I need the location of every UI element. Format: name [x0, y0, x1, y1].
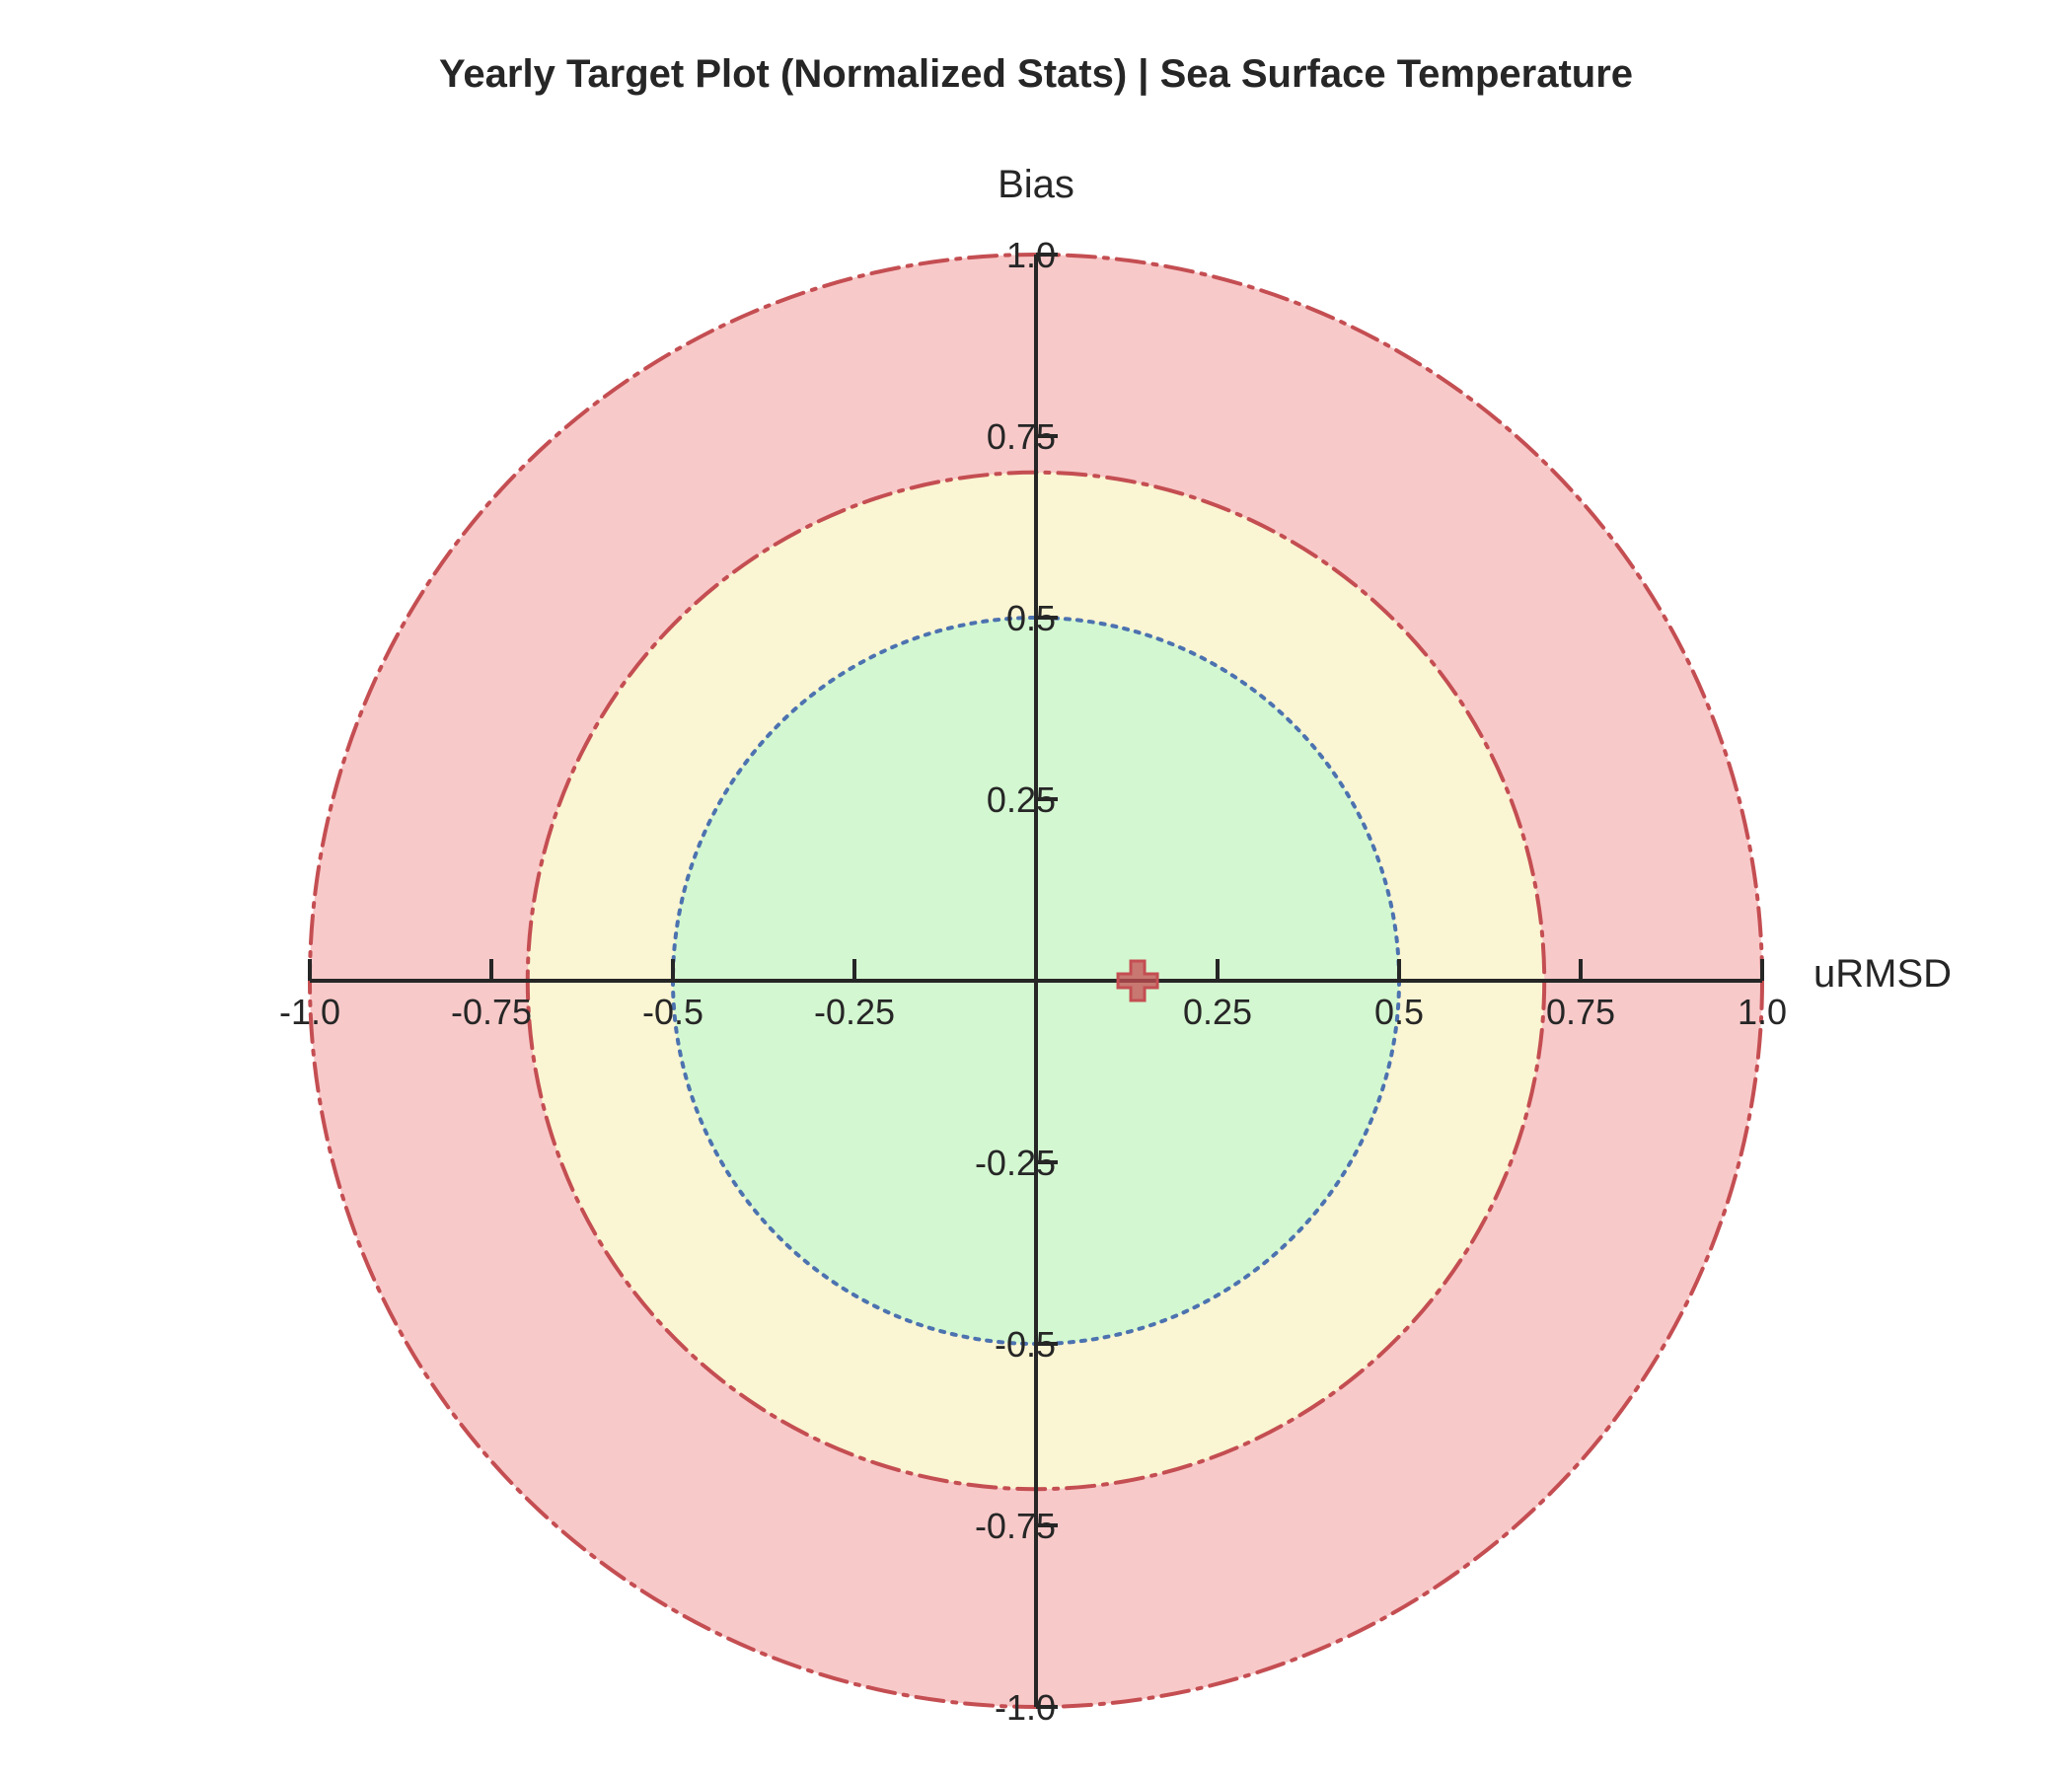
y-axis-label: Bias: [998, 163, 1074, 206]
x-axis-label: uRMSD: [1813, 952, 1952, 996]
x-tick-label: 0.75: [1546, 992, 1615, 1032]
data-points: [1116, 959, 1159, 1002]
x-tick-label: 0.25: [1183, 992, 1252, 1032]
x-tick-label: -0.75: [451, 992, 532, 1032]
y-tick-label: 0.75: [987, 416, 1056, 457]
x-tick-label: -1.0: [279, 992, 340, 1032]
y-tick-label: -0.25: [975, 1143, 1056, 1183]
y-tick-label: 0.5: [1006, 598, 1056, 638]
data-point-0: [1116, 959, 1159, 1002]
plus-marker: [1116, 959, 1159, 1002]
x-tick-label: -0.5: [642, 992, 703, 1032]
x-tick-label: 0.5: [1374, 992, 1424, 1032]
y-tick-label: 1.0: [1006, 235, 1056, 275]
x-tick-label: 1.0: [1738, 992, 1787, 1032]
x-tick-label: -0.25: [814, 992, 895, 1032]
plot-axes: [310, 255, 1762, 1707]
axis-ticks: -1.0 -0.75 -0.5 -0.25 0.25 0.5 0.75 1.0 1.0 0.75 0…: [279, 235, 1787, 1728]
y-tick-label: 0.25: [987, 779, 1056, 820]
y-tick-label: -1.0: [995, 1687, 1056, 1728]
y-tick-label: -0.75: [975, 1506, 1056, 1546]
chart-title: Yearly Target Plot (Normalized Stats) | …: [439, 52, 1633, 96]
y-tick-label: -0.5: [995, 1324, 1056, 1365]
